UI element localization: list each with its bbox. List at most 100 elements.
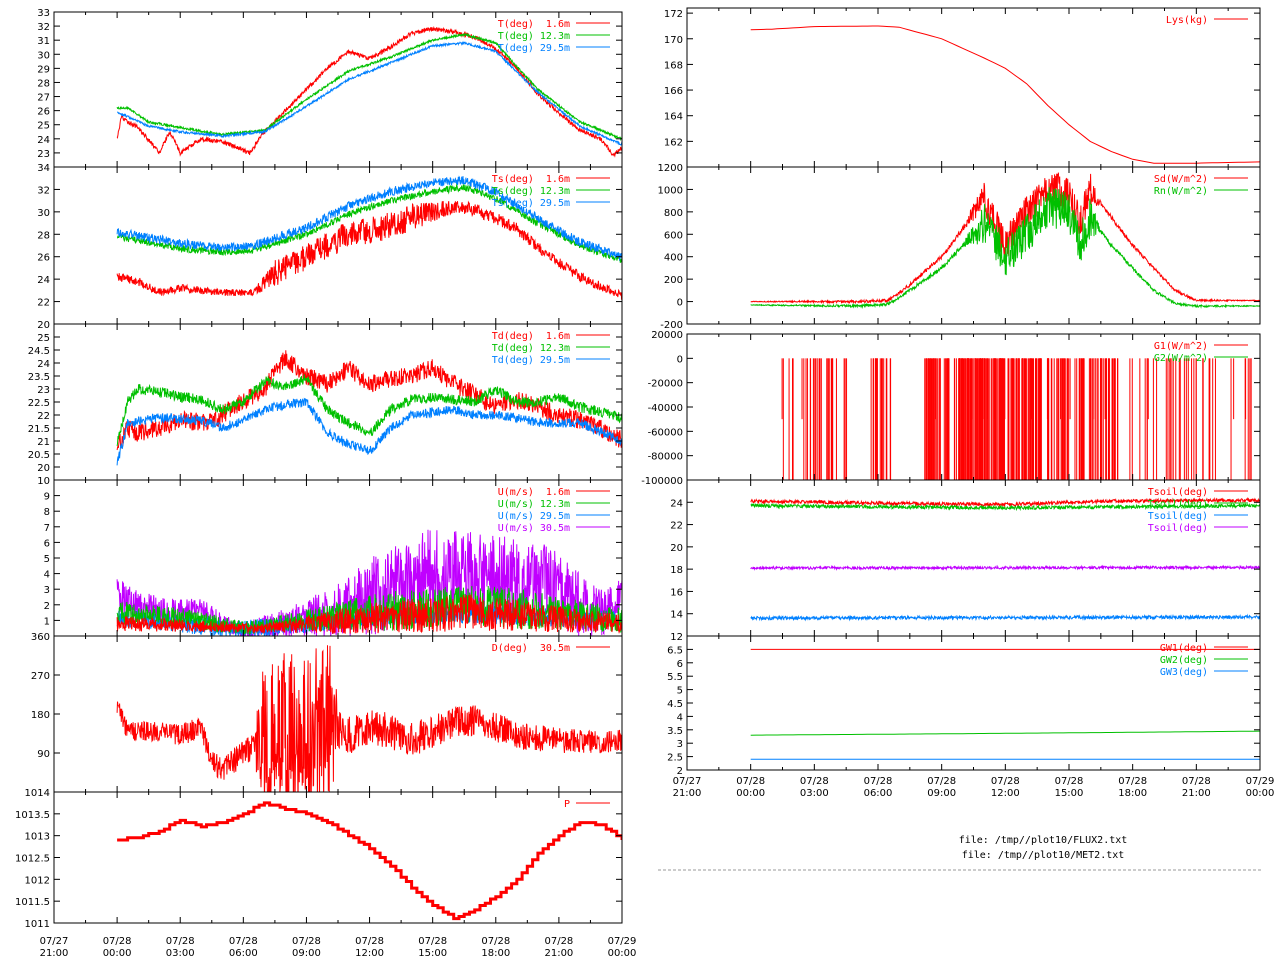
- y-tick-label: 22: [37, 298, 50, 309]
- x-tick-time: 03:00: [166, 948, 195, 959]
- x-tick-date: 07/27: [673, 776, 702, 787]
- y-tick-label: 360: [31, 632, 50, 643]
- legend-label: T(deg) 1.6m: [498, 19, 570, 30]
- legend-label: Td(deg) 1.6m: [492, 331, 570, 342]
- panel-8: -100000 -80000 -60000 -40000 -20000 0 20000 G1(…: [641, 330, 1261, 487]
- x-tick-date: 07/29: [608, 936, 637, 947]
- y-tick-label: 168: [664, 60, 683, 71]
- y-tick-label: 1011: [25, 919, 50, 930]
- series-group: [771, 358, 1260, 480]
- legend-label: Ts(deg) 29.5m: [492, 198, 570, 209]
- legend-label: Ts(deg) 12.3m: [492, 186, 570, 197]
- series-group: [116, 350, 622, 466]
- y-tick-label: 33: [37, 8, 50, 19]
- x-tick-time: 00:00: [736, 788, 765, 799]
- legend-label: Rn(W/m^2): [1154, 186, 1208, 197]
- y-tick-label: -100000: [641, 476, 683, 487]
- series-group: [750, 25, 1260, 164]
- y-tick-label: 21.5: [28, 424, 50, 435]
- legend-label: Td(deg) 12.3m: [492, 343, 570, 354]
- x-tick-time: 12:00: [355, 948, 384, 959]
- y-tick-label: 25: [37, 333, 50, 344]
- y-tick-label: 1011.5: [15, 897, 50, 908]
- y-tick-label: 1000: [658, 185, 683, 196]
- y-tick-label: 28: [37, 230, 50, 241]
- y-tick-label: 4: [44, 570, 50, 581]
- y-tick-label: 1013: [25, 832, 50, 843]
- series-group: [750, 648, 1260, 760]
- y-tick-label: 90: [37, 749, 50, 760]
- x-tick-date: 07/28: [292, 936, 321, 947]
- y-tick-label: 200: [664, 275, 683, 286]
- file-label: file: /tmp//plot10/MET2.txt: [962, 850, 1125, 861]
- y-tick-label: 30: [37, 208, 50, 219]
- y-tick-label: 26: [37, 253, 50, 264]
- y-tick-label: 12: [670, 632, 683, 643]
- x-tick-date: 07/28: [103, 936, 132, 947]
- y-tick-label: 1200: [658, 163, 683, 174]
- x-tick-date: 07/29: [1246, 776, 1275, 787]
- panel-9: 12141618202224Tsoil(deg)Tsoil(deg)Tsoil(…: [670, 479, 1261, 643]
- y-tick-label: 180: [31, 710, 50, 721]
- legend-label: T(deg) 12.3m: [498, 31, 570, 42]
- legend-label: T(deg) 29.5m: [498, 43, 570, 54]
- panel-10: 2 2.5 3 3.5 4 4.5 5 5.5 6 6.5 GW1(deg)GW2(deg)GW3(…: [667, 635, 1275, 799]
- y-tick-label: 170: [664, 35, 683, 46]
- series-line-1: [750, 730, 1260, 736]
- y-tick-label: 31: [37, 36, 50, 47]
- y-tick-label: -60000: [648, 427, 683, 438]
- y-tick-label: 16: [670, 587, 683, 598]
- series-line-0: [116, 645, 622, 792]
- series-group: [116, 25, 622, 158]
- y-tick-label: 2: [44, 601, 50, 612]
- x-tick-date: 07/28: [991, 776, 1020, 787]
- y-tick-label: 6.5: [667, 645, 683, 656]
- legend-label: U(m/s) 1.6m: [498, 487, 570, 498]
- legend-label: Ts(deg) 1.6m: [492, 174, 570, 185]
- series-line-2: [116, 585, 622, 636]
- y-tick-label: 29: [37, 64, 50, 75]
- y-tick-label: 23.5: [28, 372, 50, 383]
- series-line-2: [750, 613, 1260, 622]
- y-tick-label: 5: [677, 686, 683, 697]
- y-tick-label: 26: [37, 107, 50, 118]
- series-line-3: [116, 594, 622, 635]
- y-tick-label: 21: [37, 437, 50, 448]
- series-group: [750, 172, 1260, 309]
- legend-label: Tsoil(deg): [1148, 499, 1208, 510]
- panel-7: -200 0 200 400 600 800 1000 1200 Sd(W/m^2)Rn(W/m…: [658, 163, 1261, 331]
- y-tick-label: 23: [37, 385, 50, 396]
- x-tick-time: 21:00: [40, 948, 69, 959]
- x-tick-time: 15:00: [418, 948, 447, 959]
- x-tick-date: 07/28: [166, 936, 195, 947]
- y-tick-label: 7: [44, 523, 50, 534]
- y-tick-label: 172: [664, 9, 683, 20]
- x-tick-date: 07/28: [927, 776, 956, 787]
- y-tick-label: 0: [677, 354, 683, 365]
- x-tick-date: 07/28: [481, 936, 510, 947]
- y-tick-label: 3: [677, 739, 683, 750]
- series-line-0: [117, 801, 622, 921]
- y-tick-label: 24: [37, 135, 50, 146]
- y-tick-label: 24: [37, 275, 50, 286]
- y-tick-label: 4.5: [667, 699, 683, 710]
- series-line-3: [750, 564, 1260, 571]
- y-tick-label: 22.5: [28, 398, 50, 409]
- x-tick-date: 07/28: [1118, 776, 1147, 787]
- y-tick-label: -40000: [648, 403, 683, 414]
- series-line-2: [116, 175, 622, 262]
- x-tick-time: 21:00: [1182, 788, 1211, 799]
- x-tick-time: 12:00: [991, 788, 1020, 799]
- legend-label: U(m/s) 12.3m: [498, 499, 570, 510]
- series-line-0: [750, 25, 1260, 164]
- y-tick-label: 24.5: [28, 346, 50, 357]
- y-tick-label: 6: [44, 538, 50, 549]
- y-tick-label: 25: [37, 121, 50, 132]
- y-tick-label: 8: [44, 507, 50, 518]
- y-tick-label: 32: [37, 185, 50, 196]
- y-tick-label: -80000: [648, 452, 683, 463]
- legend-label: U(m/s) 29.5m: [498, 511, 570, 522]
- y-tick-label: 3.5: [667, 726, 683, 737]
